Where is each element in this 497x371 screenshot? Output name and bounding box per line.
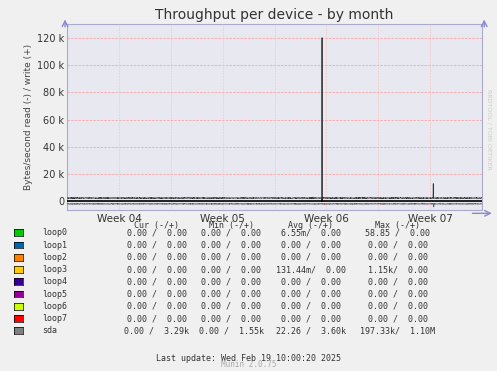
Text: 0.00 /  1.55k: 0.00 / 1.55k xyxy=(199,326,263,335)
Text: 0.00 /  0.00: 0.00 / 0.00 xyxy=(127,241,186,250)
Text: 131.44m/  0.00: 131.44m/ 0.00 xyxy=(276,265,345,274)
Text: 0.00 /  0.00: 0.00 / 0.00 xyxy=(201,314,261,323)
Text: 0.00 /  0.00: 0.00 / 0.00 xyxy=(368,253,427,262)
Text: Min (-/+): Min (-/+) xyxy=(209,221,253,230)
Title: Throughput per device - by month: Throughput per device - by month xyxy=(156,7,394,22)
Text: loop5: loop5 xyxy=(42,290,67,299)
Text: 0.00 /  0.00: 0.00 / 0.00 xyxy=(368,302,427,311)
Text: 0.00 /  0.00: 0.00 / 0.00 xyxy=(368,314,427,323)
Text: 0.00 /  0.00: 0.00 / 0.00 xyxy=(127,253,186,262)
Text: 0.00 /  0.00: 0.00 / 0.00 xyxy=(201,265,261,274)
Text: 0.00 /  0.00: 0.00 / 0.00 xyxy=(368,241,427,250)
Text: 6.55m/  0.00: 6.55m/ 0.00 xyxy=(281,229,340,237)
Text: 0.00 /  0.00: 0.00 / 0.00 xyxy=(281,278,340,286)
Text: 0.00 /  0.00: 0.00 / 0.00 xyxy=(281,290,340,299)
Text: 0.00 /  3.29k: 0.00 / 3.29k xyxy=(124,326,189,335)
Text: 197.33k/  1.10M: 197.33k/ 1.10M xyxy=(360,326,435,335)
Text: loop6: loop6 xyxy=(42,302,67,311)
Text: 0.00 /  0.00: 0.00 / 0.00 xyxy=(127,265,186,274)
Text: 0.00 /  0.00: 0.00 / 0.00 xyxy=(281,302,340,311)
Text: RRDTOOL / TOBI OETIKER: RRDTOOL / TOBI OETIKER xyxy=(486,89,491,170)
Text: 0.00 /  0.00: 0.00 / 0.00 xyxy=(127,278,186,286)
Text: 0.00 /  0.00: 0.00 / 0.00 xyxy=(201,278,261,286)
Text: 0.00 /  0.00: 0.00 / 0.00 xyxy=(201,290,261,299)
Text: Avg (-/+): Avg (-/+) xyxy=(288,221,333,230)
Text: loop2: loop2 xyxy=(42,253,67,262)
Text: 0.00 /  0.00: 0.00 / 0.00 xyxy=(127,229,186,237)
Text: 0.00 /  0.00: 0.00 / 0.00 xyxy=(368,278,427,286)
Text: 1.15k/  0.00: 1.15k/ 0.00 xyxy=(368,265,427,274)
Text: 0.00 /  0.00: 0.00 / 0.00 xyxy=(127,290,186,299)
Text: 0.00 /  0.00: 0.00 / 0.00 xyxy=(368,290,427,299)
Text: sda: sda xyxy=(42,326,57,335)
Text: 0.00 /  0.00: 0.00 / 0.00 xyxy=(201,241,261,250)
Text: loop4: loop4 xyxy=(42,278,67,286)
Text: 0.00 /  0.00: 0.00 / 0.00 xyxy=(281,314,340,323)
Text: Max (-/+): Max (-/+) xyxy=(375,221,420,230)
Text: Last update: Wed Feb 19 10:00:20 2025: Last update: Wed Feb 19 10:00:20 2025 xyxy=(156,354,341,362)
Text: loop1: loop1 xyxy=(42,241,67,250)
Text: 0.00 /  0.00: 0.00 / 0.00 xyxy=(201,302,261,311)
Text: Munin 2.0.75: Munin 2.0.75 xyxy=(221,360,276,369)
Text: 22.26 /  3.60k: 22.26 / 3.60k xyxy=(276,326,345,335)
Text: loop0: loop0 xyxy=(42,229,67,237)
Text: Cur (-/+): Cur (-/+) xyxy=(134,221,179,230)
Text: 0.00 /  0.00: 0.00 / 0.00 xyxy=(201,229,261,237)
Text: 0.00 /  0.00: 0.00 / 0.00 xyxy=(201,253,261,262)
Y-axis label: Bytes/second read (-) / write (+): Bytes/second read (-) / write (+) xyxy=(24,44,33,190)
Text: 0.00 /  0.00: 0.00 / 0.00 xyxy=(127,314,186,323)
Text: loop3: loop3 xyxy=(42,265,67,274)
Text: 0.00 /  0.00: 0.00 / 0.00 xyxy=(127,302,186,311)
Text: 0.00 /  0.00: 0.00 / 0.00 xyxy=(281,253,340,262)
Text: loop7: loop7 xyxy=(42,314,67,323)
Text: 0.00 /  0.00: 0.00 / 0.00 xyxy=(281,241,340,250)
Text: 58.85 /  0.00: 58.85 / 0.00 xyxy=(365,229,430,237)
